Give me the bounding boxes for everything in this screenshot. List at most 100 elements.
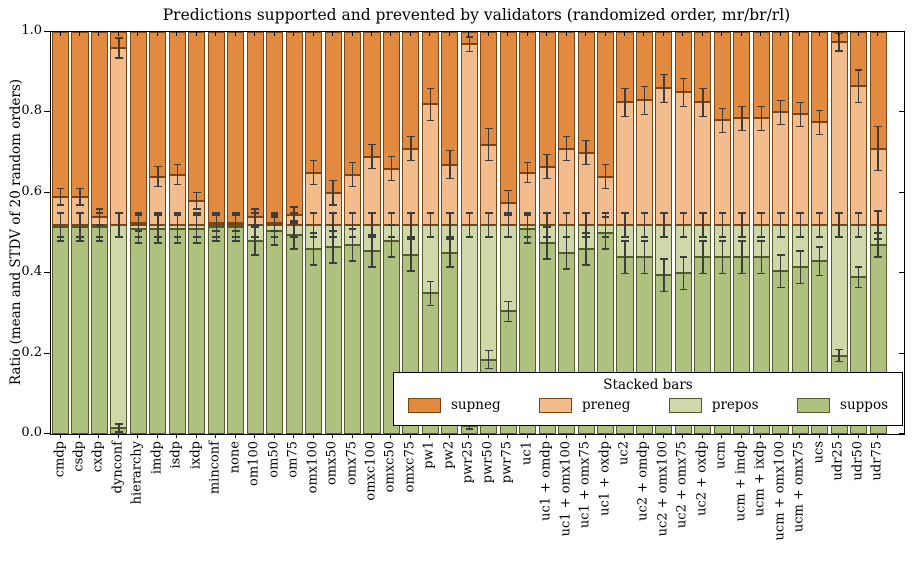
x-tick-top	[799, 32, 801, 36]
x-tick-top	[254, 32, 256, 36]
x-tick-label: none	[227, 441, 243, 474]
error-bar-cap	[815, 236, 824, 238]
x-tick-top	[468, 32, 470, 36]
error-bar-cap	[309, 236, 318, 238]
error-bar-cap	[640, 236, 649, 238]
x-tick-label: ucs	[811, 441, 827, 464]
error-bar-cap	[835, 348, 843, 351]
error-bar-stem	[546, 226, 548, 260]
x-tick-label: isdp	[168, 441, 184, 469]
x-tick-top	[429, 32, 431, 36]
error-bar-stem	[624, 212, 626, 237]
x-tick-bottom	[507, 434, 509, 438]
bar-uc2omx100-preneg	[655, 88, 673, 225]
error-bar-stem	[643, 212, 646, 237]
x-tick-bottom	[818, 434, 820, 438]
error-bar-cap	[854, 101, 863, 104]
error-bar-cap	[738, 240, 746, 242]
bar-pwr25-preneg	[460, 44, 478, 225]
error-bar-cap	[738, 236, 746, 238]
error-bar-stem	[702, 88, 704, 117]
x-tick-bottom	[565, 434, 567, 438]
error-bar-cap	[426, 87, 435, 89]
x-tick-bottom	[312, 434, 314, 438]
bar-imdp-supneg	[149, 32, 167, 177]
error-bar-cap	[212, 214, 221, 216]
error-bar-cap	[484, 212, 493, 214]
bar-ucmomx75-preneg	[791, 114, 809, 225]
error-bar-stem	[741, 212, 743, 237]
error-bar-cap	[465, 212, 474, 214]
error-bar-cap	[699, 87, 707, 89]
x-tick-top	[604, 32, 606, 36]
legend-swatch-preneg	[539, 397, 572, 413]
error-bar-cap	[523, 242, 532, 244]
error-bar-cap	[874, 238, 882, 240]
error-bar-cap	[601, 188, 610, 190]
error-bar-cap	[582, 264, 590, 266]
error-bar-stem	[663, 259, 665, 292]
error-bar-stem	[449, 212, 451, 237]
x-tick-top	[273, 32, 275, 36]
error-bar-cap	[270, 230, 279, 232]
error-bar-cap	[231, 230, 240, 232]
bar-ucs-preneg	[811, 122, 829, 225]
error-bar-stem	[215, 214, 217, 231]
bar-none-supneg	[227, 32, 245, 223]
error-bar-cap	[640, 240, 649, 242]
error-bar-cap	[679, 236, 688, 238]
error-bar-cap	[212, 240, 221, 242]
error-bar-cap	[796, 101, 804, 104]
bar-cmdp-supneg	[52, 32, 70, 197]
bar-om75-suppos	[285, 235, 303, 434]
chart-title: Predictions supported and prevented by v…	[162, 6, 791, 24]
error-bar-cap	[407, 159, 415, 162]
error-bar-cap	[231, 236, 240, 238]
error-bar-stem	[663, 212, 665, 237]
error-bar-cap	[76, 204, 84, 206]
error-bar-stem	[468, 36, 470, 52]
x-tick-bottom	[254, 434, 256, 438]
error-bar-cap	[484, 127, 493, 130]
error-bar-cap	[738, 105, 746, 108]
bar-uc1-supneg	[519, 32, 537, 173]
error-bar-cap	[56, 212, 65, 214]
error-bar-cap	[251, 236, 259, 238]
bar-isdp-suppos	[168, 228, 186, 434]
error-bar-cap	[835, 236, 843, 238]
y-tick-label: 1.0	[21, 23, 42, 38]
error-bar-cap	[231, 212, 240, 214]
error-bar-cap	[309, 212, 318, 214]
error-bar-cap	[660, 212, 668, 214]
bar-hierarchy-supneg	[129, 32, 147, 223]
bar-uc2omx75-preneg	[674, 92, 692, 225]
error-bar-cap	[290, 236, 298, 238]
bar-csdp-supneg	[71, 32, 89, 197]
error-bar-cap	[699, 115, 707, 118]
bar-om50-suppos	[266, 230, 284, 434]
x-tick-label: omxc50	[382, 441, 398, 493]
x-tick-top	[877, 32, 879, 36]
error-bar-cap	[231, 240, 240, 242]
bar-omx50-suppos	[324, 247, 342, 434]
error-bar-cap	[523, 182, 532, 184]
x-tick-top	[59, 32, 61, 36]
error-bar-cap	[348, 236, 357, 238]
error-bar-stem	[371, 212, 373, 237]
error-bar-stem	[799, 102, 801, 127]
error-bar-cap	[134, 236, 143, 238]
error-bar-cap	[173, 236, 182, 238]
x-tick-label: udr50	[850, 441, 866, 481]
x-tick-label: hierarchy	[129, 441, 145, 505]
error-bar-cap	[796, 250, 804, 252]
x-tick-bottom	[604, 434, 606, 438]
error-bar-cap	[95, 236, 104, 238]
error-bar-stem	[371, 235, 373, 268]
error-bar-cap	[115, 37, 123, 39]
error-bar-cap	[601, 236, 610, 238]
bar-ucmomx100-preneg	[772, 112, 790, 225]
error-bar-cap	[699, 212, 707, 214]
error-bar-cap	[718, 131, 727, 134]
x-tick-bottom	[760, 434, 762, 438]
y-axis-label: Ratio (mean and STDV of 20 random orders…	[8, 78, 24, 386]
